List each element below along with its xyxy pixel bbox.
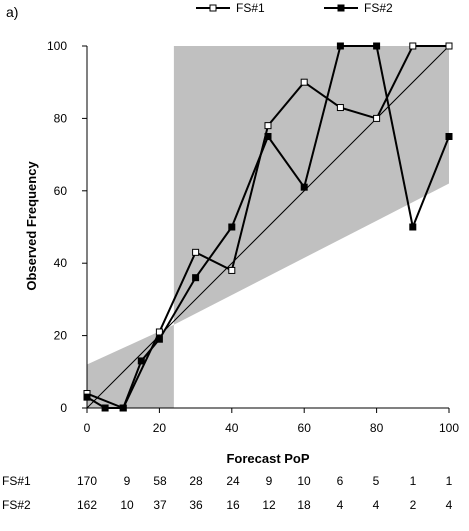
table-cell: 36 [189, 498, 203, 512]
data-point [83, 393, 91, 401]
y-tick-label: 0 [60, 401, 67, 415]
legend-item-fs2: FS#2 [324, 1, 393, 15]
data-point [300, 183, 308, 191]
data-point [445, 42, 453, 50]
x-tick-label: 20 [153, 421, 167, 435]
table-cell: 10 [120, 498, 134, 512]
table-cell: 5 [373, 474, 380, 488]
data-point [373, 114, 381, 122]
data-point [409, 223, 417, 231]
table-cell: 10 [297, 474, 311, 488]
series-2 [83, 42, 453, 412]
data-point [155, 335, 163, 343]
filled-square-marker-icon [337, 4, 345, 12]
y-tick-label: 40 [54, 256, 68, 270]
table-cell: 2 [410, 498, 417, 512]
data-point [228, 223, 236, 231]
sample-counts-table: FS#1 170 9 58 28 24 9 10 6 5 1 1FS#2 162 10 37 36 16 12 18… [2, 474, 453, 512]
table-row-label: FS#1 [2, 474, 31, 488]
data-point [336, 104, 344, 112]
table-cell: 6 [337, 474, 344, 488]
legend-label-fs1: FS#1 [236, 1, 265, 15]
table-cell: 4 [373, 498, 380, 512]
series-layer [83, 42, 453, 412]
y-tick-label: 60 [54, 184, 68, 198]
no-skill-region-right [173, 46, 449, 325]
data-point [445, 133, 453, 140]
legend: FS#1 FS#2 [196, 1, 393, 15]
y-tick-label: 100 [47, 39, 67, 53]
data-point [336, 42, 344, 50]
table-cell: 28 [189, 474, 203, 488]
table-cell: 162 [77, 498, 97, 512]
plot-frame [86, 46, 449, 409]
data-point [101, 404, 109, 412]
table-cell: 12 [262, 498, 276, 512]
y-tick-label: 80 [54, 111, 68, 125]
open-square-marker-icon [209, 4, 217, 12]
table-row-label: FS#2 [2, 498, 31, 512]
table-cell: 4 [337, 498, 344, 512]
table-cell: 16 [226, 498, 240, 512]
panel-label: a) [6, 4, 18, 20]
table-cell: 18 [297, 498, 311, 512]
data-point [137, 357, 145, 365]
data-point [192, 248, 200, 256]
table-cell: 24 [226, 474, 240, 488]
series-1 [83, 42, 453, 412]
table-cell: 1 [446, 474, 453, 488]
data-point [155, 328, 163, 336]
data-point [264, 133, 272, 140]
x-tick-label: 80 [370, 421, 384, 435]
data-point [228, 266, 236, 274]
data-point [373, 42, 381, 50]
x-tick-label: 60 [298, 421, 312, 435]
table-cell: 9 [266, 474, 273, 488]
table-cell: 1 [410, 474, 417, 488]
x-tick-label: 100 [439, 421, 459, 435]
table-cell: 170 [77, 474, 97, 488]
table-cell: 9 [124, 474, 131, 488]
y-axis-title: Observed Frequency [24, 161, 39, 291]
x-tick-label: 0 [84, 421, 91, 435]
data-point [192, 274, 200, 282]
x-tick-label: 40 [225, 421, 239, 435]
data-point [409, 42, 417, 50]
legend-item-fs1: FS#1 [196, 1, 265, 15]
axis-ticks: 0 20 40 60 80 100 0 20 40 60 80 100 [47, 39, 459, 435]
legend-label-fs2: FS#2 [364, 1, 393, 15]
data-point [300, 78, 308, 86]
table-cell: 4 [446, 498, 453, 512]
table-cell: 58 [153, 474, 167, 488]
table-cell: 37 [153, 498, 167, 512]
y-tick-label: 20 [54, 329, 68, 343]
data-point [264, 122, 272, 130]
data-point [119, 404, 127, 412]
x-axis-title: Forecast PoP [226, 451, 309, 466]
